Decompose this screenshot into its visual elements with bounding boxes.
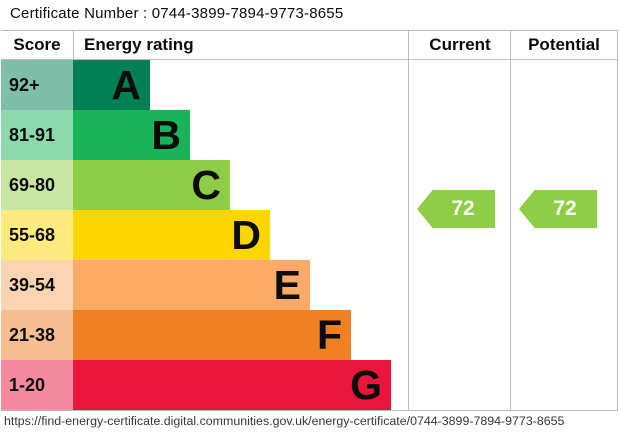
band-score-cell: 69-80	[1, 160, 73, 210]
band-score-cell: 21-38	[1, 310, 73, 360]
potential-column-divider	[510, 31, 511, 410]
potential-rating-arrow: 72	[519, 190, 597, 228]
band-score: 39-54	[9, 274, 56, 295]
band-bar: E	[73, 260, 310, 310]
certificate-url: https://find-energy-certificate.digital.…	[4, 414, 565, 428]
score-column-header: Score	[1, 31, 74, 59]
band-letter: F	[316, 312, 342, 358]
band-row: 92+ A	[1, 60, 617, 110]
band-score-cell: 1-20	[1, 360, 73, 410]
band-row: 21-38 F	[1, 310, 617, 360]
band-letter: C	[191, 162, 221, 208]
band-rows: 92+ A 81-91 B 69-80 C 55-68 D 39-54 E	[1, 60, 617, 410]
band-score: 81-91	[9, 124, 56, 145]
band-letter: G	[350, 362, 382, 408]
band-score-cell: 39-54	[1, 260, 73, 310]
band-bar: D	[73, 210, 270, 260]
chart-header-row: Score Energy rating Current Potential	[1, 31, 617, 60]
band-score-cell: 81-91	[1, 110, 73, 160]
current-column-header: Current	[429, 35, 491, 54]
band-row: 69-80 C	[1, 160, 617, 210]
band-score: 21-38	[9, 324, 56, 345]
certificate-number-title: Certificate Number : 0744-3899-7894-9773…	[10, 5, 344, 22]
current-column-divider	[408, 31, 409, 410]
band-score-cell: 92+	[1, 60, 73, 110]
band-score: 55-68	[9, 224, 56, 245]
band-letter: B	[151, 112, 181, 158]
band-bar: F	[73, 310, 351, 360]
potential-column-header: Potential	[528, 35, 600, 54]
band-score: 1-20	[9, 374, 46, 395]
band-score-cell: 55-68	[1, 210, 73, 260]
band-row: 81-91 B	[1, 110, 617, 160]
energy-rating-chart: Score Energy rating Current Potential 92…	[1, 30, 618, 411]
band-bar: C	[73, 160, 230, 210]
band-bar: B	[73, 110, 190, 160]
band-bar: A	[73, 60, 150, 110]
band-score: 69-80	[9, 174, 56, 195]
current-rating-arrow: 72	[417, 190, 495, 228]
energy-rating-column-header: Energy rating	[84, 35, 194, 54]
band-row: 1-20 G	[1, 360, 617, 410]
band-score: 92+	[9, 74, 40, 95]
band-row: 55-68 D	[1, 210, 617, 260]
band-letter: E	[273, 262, 301, 308]
current-rating-value: 72	[451, 197, 475, 220]
band-letter: D	[231, 212, 261, 258]
band-letter: A	[111, 62, 141, 108]
band-bar: G	[73, 360, 391, 410]
band-row: 39-54 E	[1, 260, 617, 310]
potential-rating-value: 72	[553, 197, 577, 220]
